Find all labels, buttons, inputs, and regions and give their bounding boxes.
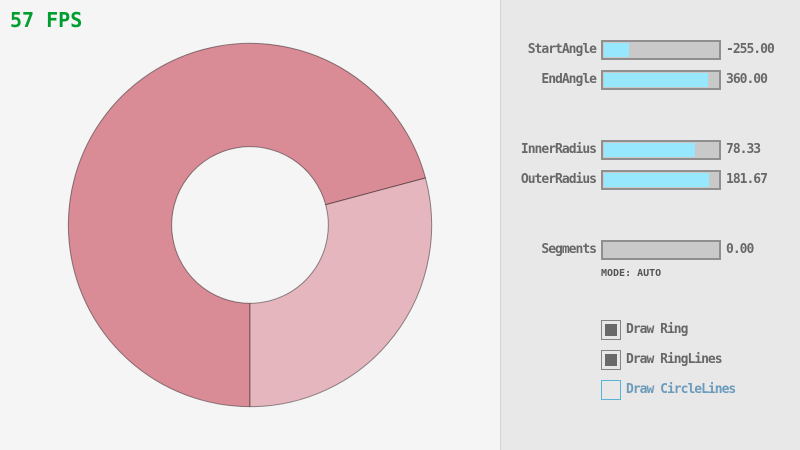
ring-segment [67,42,427,408]
drawing-canvas: 57 FPS [10,8,433,408]
innerradius-slider[interactable] [601,140,721,160]
slider-row: OuterRadius 181.67 [501,170,800,190]
check-mark [605,354,617,366]
outerradius-slider[interactable] [601,170,721,190]
mode-label: MODE: AUTO [601,268,662,279]
slider-row: InnerRadius 78.33 [501,140,800,160]
slider-fill [604,73,709,87]
checkbox-row: Draw CircleLines [501,380,800,400]
slider-value: 181.67 [726,172,768,187]
slider-label: EndAngle [541,72,597,87]
slider-fill [604,43,630,57]
draw-circlelines-checkbox[interactable] [601,380,621,400]
draw-ringlines-checkbox[interactable] [601,350,621,370]
controls-panel: StartAngle -255.00 EndAngle 360.00 Inner… [500,0,800,450]
slider-value: -255.00 [726,42,775,57]
checkbox-label: Draw CircleLines [626,382,736,397]
slider-label: InnerRadius [520,142,597,157]
ring-canvas [67,42,433,408]
slider-fill [604,173,710,187]
slider-fill [604,143,695,157]
slider-label: OuterRadius [520,172,597,187]
startangle-slider[interactable] [601,40,721,60]
slider-row: StartAngle -255.00 [501,40,800,60]
slider-value: 78.33 [726,142,761,157]
draw-ring-checkbox[interactable] [601,320,621,340]
check-mark [605,324,617,336]
slider-label: StartAngle [527,42,597,57]
slider-value: 360.00 [726,72,768,87]
segments-slider[interactable] [601,240,721,260]
checkbox-row: Draw Ring [501,320,800,340]
checkbox-label: Draw Ring [626,322,688,337]
fps-counter: 57 FPS [10,8,83,32]
ring-segment [249,177,433,408]
checkbox-row: Draw RingLines [501,350,800,370]
checkbox-label: Draw RingLines [626,352,723,367]
slider-row: Segments 0.00 [501,240,800,260]
endangle-slider[interactable] [601,70,721,90]
slider-label: Segments [541,242,597,257]
slider-value: 0.00 [726,242,754,257]
slider-row: EndAngle 360.00 [501,70,800,90]
